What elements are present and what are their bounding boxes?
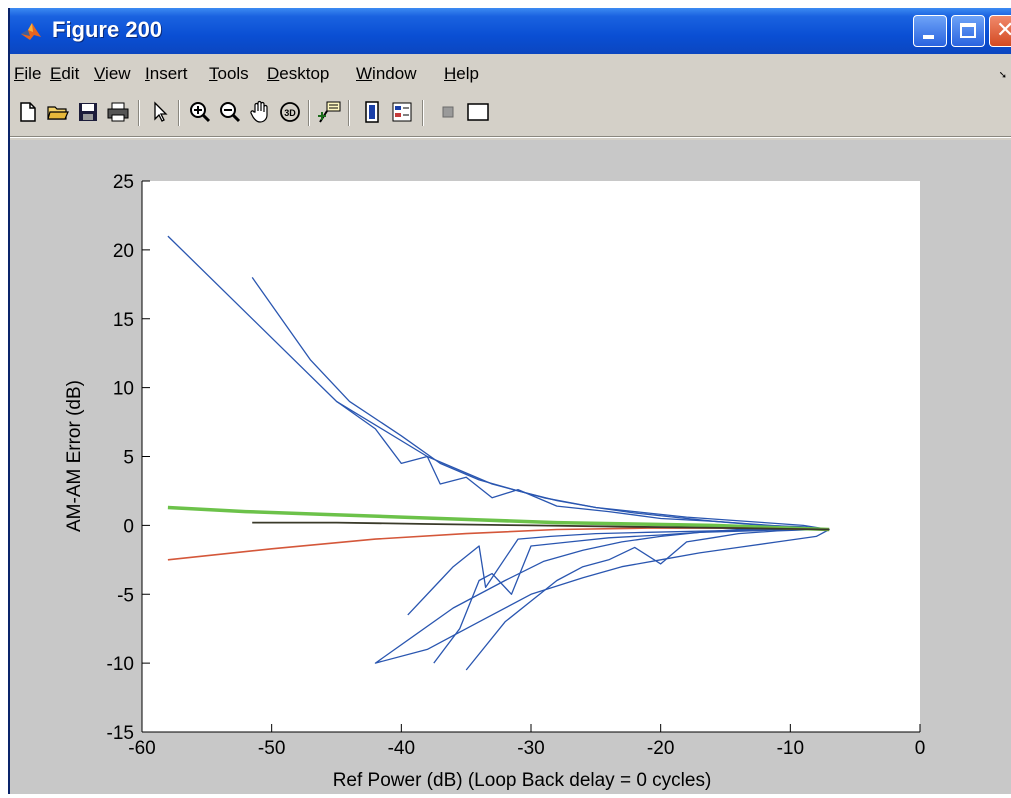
toolbar-separator: [348, 100, 350, 126]
maximize-icon: [960, 23, 976, 38]
y-tick-label: 20: [113, 241, 134, 262]
pointer-icon[interactable]: [148, 100, 172, 124]
menu-tools[interactable]: Tools: [209, 64, 249, 83]
data-cursor-icon[interactable]: [318, 100, 342, 124]
minimize-button[interactable]: [913, 15, 947, 47]
y-tick-label: 5: [123, 448, 134, 469]
plot-area[interactable]: [142, 181, 920, 732]
figure-toolbar: 3D: [10, 90, 1011, 134]
x-tick-label: 0: [915, 738, 926, 759]
close-icon: ✕: [996, 18, 1011, 43]
y-tick-label: 25: [113, 172, 134, 193]
pan-hand-icon[interactable]: [248, 100, 272, 124]
y-tick-label: -15: [107, 723, 134, 744]
save-icon[interactable]: [76, 100, 100, 124]
y-tick-label: 0: [123, 516, 134, 537]
series-layer: [167, 235, 830, 671]
toolbar-separator: [138, 100, 140, 126]
x-tick-label: -30: [517, 738, 544, 759]
svg-text:3D: 3D: [284, 108, 296, 118]
y-tick-label: -5: [117, 585, 134, 606]
toolbar-divider: [10, 136, 1011, 138]
series-line-4[interactable]: [465, 528, 830, 671]
series-line-7[interactable]: [167, 505, 830, 532]
new-file-icon[interactable]: [16, 100, 40, 124]
y-tick-label: 15: [113, 310, 134, 331]
toolbar-separator: [178, 100, 180, 126]
figure-window: Figure 200 ✕ File Edit View Insert Tools…: [8, 8, 1011, 794]
x-tick-label: -40: [388, 738, 415, 759]
show-plot-tools-icon[interactable]: [466, 100, 490, 124]
window-title: Figure 200: [52, 17, 163, 42]
minimize-icon: [923, 35, 934, 39]
series-line-3[interactable]: [336, 400, 830, 531]
title-bar[interactable]: Figure 200 ✕: [10, 8, 1011, 54]
x-tick-label: -10: [777, 738, 804, 759]
menu-bar: File Edit View Insert Tools Desktop Wind…: [10, 58, 1011, 88]
series-line-1[interactable]: [167, 235, 830, 664]
y-tick-label: -10: [107, 654, 134, 675]
matlab-logo-icon: [20, 20, 42, 42]
menu-help[interactable]: Help: [444, 64, 479, 83]
zoom-out-icon[interactable]: [218, 100, 242, 124]
menu-view[interactable]: View: [94, 64, 131, 83]
series-line-6[interactable]: [407, 528, 830, 616]
menu-desktop[interactable]: Desktop: [267, 64, 330, 83]
hide-plot-tools-icon[interactable]: [436, 100, 460, 124]
y-axis-label: AM-AM Error (dB): [64, 380, 85, 532]
legend-icon[interactable]: [390, 100, 414, 124]
menu-window[interactable]: Window: [356, 64, 417, 83]
x-axis-label: Ref Power (dB) (Loop Back delay = 0 cycl…: [333, 770, 712, 791]
series-line-9[interactable]: [252, 521, 830, 531]
menu-file[interactable]: File: [14, 64, 42, 83]
toolbar-separator: [308, 100, 310, 126]
open-folder-icon[interactable]: [46, 100, 70, 124]
rotate-3d-icon[interactable]: 3D: [278, 100, 302, 124]
x-tick-label: -20: [647, 738, 674, 759]
zoom-in-icon[interactable]: [188, 100, 212, 124]
x-tick-label: -50: [258, 738, 285, 759]
colorbar-icon[interactable]: [360, 100, 384, 124]
series-line-5[interactable]: [433, 528, 830, 664]
maximize-button[interactable]: [951, 15, 985, 47]
menu-overflow-arrow-icon[interactable]: ➘: [998, 70, 1007, 81]
close-button[interactable]: ✕: [989, 15, 1011, 47]
menu-insert[interactable]: Insert: [145, 64, 188, 83]
print-icon[interactable]: [106, 100, 130, 124]
y-tick-label: 10: [113, 379, 134, 400]
x-tick-label: -60: [128, 738, 155, 759]
toolbar-separator: [422, 100, 424, 126]
figure-canvas: -60 -50 -40 -30 -20 -10 0 -15 -10 -5 0 5 10 15 20 25 Re…: [10, 140, 1011, 794]
menu-edit[interactable]: Edit: [50, 64, 80, 83]
